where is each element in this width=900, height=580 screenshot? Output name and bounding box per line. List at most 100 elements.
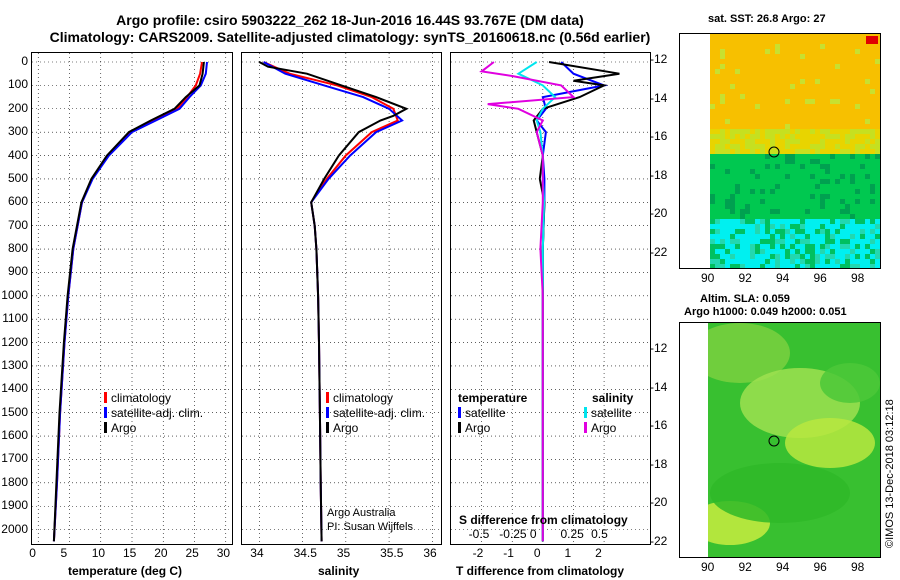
sst-pixel	[785, 104, 790, 109]
sst-pixel	[810, 189, 815, 194]
sst-pixel	[770, 199, 775, 204]
sst-pixel	[800, 104, 805, 109]
sst-pixel	[840, 109, 845, 114]
sst-pixel	[790, 109, 795, 114]
sst-pixel	[855, 69, 860, 74]
sst-pixel	[830, 184, 835, 189]
x-tick-label: 30	[216, 546, 231, 560]
sst-pixel	[795, 224, 800, 229]
sst-pixel	[770, 74, 775, 79]
sst-pixel	[845, 154, 850, 159]
sst-pixel	[810, 209, 815, 214]
sst-pixel	[755, 214, 760, 219]
sst-pixel	[840, 149, 845, 154]
argo-location-marker	[768, 435, 780, 447]
sst-pixel	[725, 184, 730, 189]
sst-pixel	[750, 144, 755, 149]
sst-pixel	[780, 124, 785, 129]
sst-pixel	[825, 234, 830, 239]
sst-pixel	[735, 174, 740, 179]
sst-pixel	[780, 34, 785, 39]
sst-pixel	[720, 94, 725, 99]
sst-pixel	[810, 49, 815, 54]
sst-pixel	[805, 249, 810, 254]
sst-pixel	[875, 59, 880, 64]
sst-pixel	[810, 59, 815, 64]
sst-pixel	[715, 104, 720, 109]
sst-pixel	[780, 169, 785, 174]
sst-pixel	[855, 179, 860, 184]
lat-tick-label: -12	[650, 52, 668, 66]
sst-pixel	[775, 34, 780, 39]
sst-pixel	[740, 84, 745, 89]
sst-pixel	[815, 149, 820, 154]
sst-pixel	[725, 169, 730, 174]
sst-pixel	[840, 144, 845, 149]
sst-pixel	[725, 69, 730, 74]
x-tick-label: -2	[472, 546, 484, 560]
sst-pixel	[835, 59, 840, 64]
sst-pixel	[800, 109, 805, 114]
credit-line: PI: Susan Wijffels	[327, 521, 413, 533]
sst-pixel	[770, 244, 775, 249]
sst-pixel	[755, 264, 760, 268]
sst-pixel	[750, 119, 755, 124]
sla-map-label-1: Altim. SLA: 0.059	[700, 293, 790, 305]
sst-pixel	[805, 94, 810, 99]
sst-pixel	[835, 104, 840, 109]
sst-pixel	[840, 204, 845, 209]
sst-pixel	[850, 99, 855, 104]
sst-pixel	[760, 204, 765, 209]
sst-pixel	[760, 189, 765, 194]
sst-pixel	[855, 129, 860, 134]
sst-pixel	[745, 139, 750, 144]
sst-pixel	[710, 39, 715, 44]
sst-pixel	[805, 204, 810, 209]
sst-pixel	[855, 149, 860, 154]
sst-pixel	[805, 259, 810, 264]
sst-pixel	[850, 124, 855, 129]
sst-pixel	[840, 254, 845, 259]
sst-pixel	[760, 179, 765, 184]
sst-pixel	[715, 144, 720, 149]
sst-pixel	[765, 114, 770, 119]
sst-pixel	[790, 199, 795, 204]
sst-pixel	[790, 264, 795, 268]
depth-tick-label: 900	[7, 264, 28, 279]
sst-pixel	[845, 199, 850, 204]
sst-pixel	[830, 34, 835, 39]
x-tick-label: 0	[533, 546, 541, 560]
sst-pixel	[790, 89, 795, 94]
sst-pixel	[730, 114, 735, 119]
series-line-satellite-adj-clim-	[52, 61, 208, 542]
sst-pixel	[725, 149, 730, 154]
sst-pixel	[860, 239, 865, 244]
sst-pixel	[825, 149, 830, 154]
sst-pixel	[725, 234, 730, 239]
sst-pixel	[845, 114, 850, 119]
sst-pixel	[860, 224, 865, 229]
sst-pixel	[775, 244, 780, 249]
sst-pixel	[740, 69, 745, 74]
depth-tick-label: 2000	[1, 521, 28, 536]
sst-pixel	[850, 229, 855, 234]
argo-location-marker	[768, 146, 780, 158]
legend-swatch-satellite	[458, 407, 461, 418]
sst-pixel	[775, 214, 780, 219]
series-line-argo	[258, 61, 409, 542]
sst-pixel	[760, 69, 765, 74]
sst-pixel	[785, 69, 790, 74]
sst-pixel	[865, 224, 870, 229]
sst-pixel	[865, 234, 870, 239]
sst-pixel	[825, 184, 830, 189]
sst-pixel	[740, 139, 745, 144]
sst-pixel	[865, 149, 870, 154]
sst-pixel	[870, 214, 875, 219]
sst-pixel	[870, 219, 875, 224]
sst-pixel	[855, 64, 860, 69]
sst-pixel	[720, 179, 725, 184]
sst-pixel	[710, 204, 715, 209]
sst-pixel	[845, 109, 850, 114]
sst-pixel	[875, 239, 880, 244]
sst-pixel	[800, 149, 805, 154]
